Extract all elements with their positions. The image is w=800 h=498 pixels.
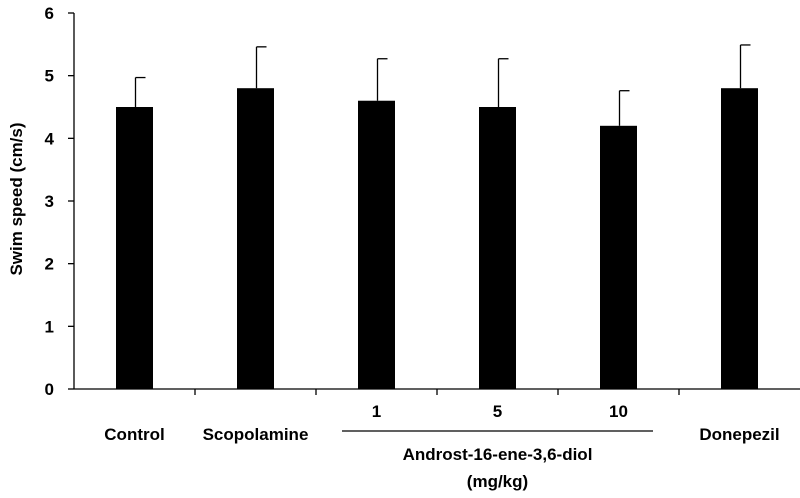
bar xyxy=(600,125,637,390)
y-axis-label: Swim speed (cm/s) xyxy=(7,122,26,275)
bar xyxy=(237,88,274,389)
y-tick-label: 4 xyxy=(45,129,55,148)
bar xyxy=(721,88,758,389)
group-label-line2: (mg/kg) xyxy=(467,472,528,491)
x-labels: Control Scopolamine 1 5 10 Donepezil xyxy=(104,402,779,444)
y-tick-label: 5 xyxy=(45,67,54,86)
y-ticks: 0 1 2 3 4 5 6 xyxy=(45,4,74,399)
y-tick-label: 2 xyxy=(45,255,54,274)
group-label-line1: Androst-16-ene-3,6-diol xyxy=(403,445,593,464)
bar xyxy=(358,100,395,389)
bars xyxy=(116,44,758,390)
axes xyxy=(73,13,800,395)
y-tick-label: 6 xyxy=(45,4,54,23)
y-tick-label: 0 xyxy=(45,380,54,399)
x-tick-label: 5 xyxy=(493,402,502,421)
bar xyxy=(116,107,153,389)
bar xyxy=(479,107,516,389)
x-tick-label: Control xyxy=(104,425,164,444)
x-tick-label: Donepezil xyxy=(699,425,779,444)
y-tick-label: 3 xyxy=(45,192,54,211)
x-tick-label: Scopolamine xyxy=(203,425,309,444)
x-tick-label: 1 xyxy=(372,402,381,421)
y-tick-label: 1 xyxy=(45,317,54,336)
x-tick-label: 10 xyxy=(609,402,628,421)
